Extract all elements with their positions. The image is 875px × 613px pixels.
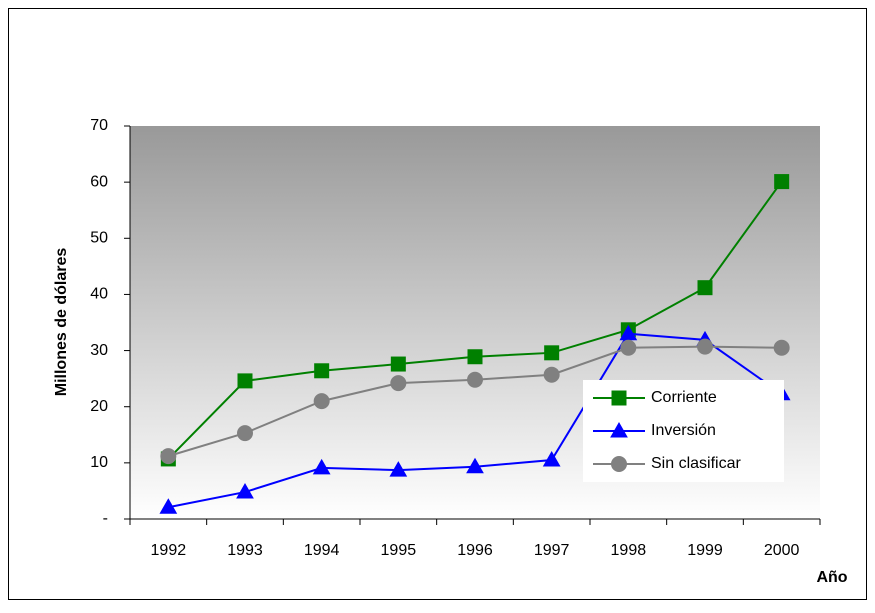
marker (237, 425, 253, 442)
x-axis-label: Año (816, 569, 847, 586)
x-tick-label: 1998 (611, 542, 647, 559)
y-tick-label: 70 (90, 117, 108, 134)
marker (159, 498, 178, 514)
marker (160, 448, 177, 465)
marker (467, 349, 483, 365)
marker (466, 457, 484, 474)
marker (544, 345, 560, 361)
marker (236, 483, 254, 499)
x-tick-label: 1995 (381, 542, 417, 559)
marker (314, 363, 330, 379)
marker (237, 373, 253, 389)
marker (467, 371, 483, 388)
y-tick-label: 20 (90, 398, 108, 415)
marker (773, 339, 790, 356)
marker (697, 338, 713, 355)
legend-marker (610, 421, 628, 438)
y-tick-label: 30 (90, 342, 108, 359)
x-tick-label: 1994 (304, 542, 340, 559)
x-tick-label: 1996 (457, 542, 493, 559)
marker (619, 324, 638, 341)
x-tick-label: 2000 (764, 542, 800, 559)
marker (390, 375, 407, 392)
marker (697, 280, 713, 296)
marker (543, 366, 560, 383)
marker (774, 174, 790, 190)
y-tick-label: 50 (90, 230, 108, 247)
marker (542, 451, 561, 467)
x-tick-label: 1992 (151, 542, 187, 559)
marker (312, 458, 331, 475)
marker (620, 339, 637, 356)
marker (390, 356, 406, 372)
y-tick-label: 10 (90, 454, 108, 471)
legend-label: Sin clasificar (651, 455, 741, 472)
y-tick-label: 60 (90, 173, 108, 190)
y-tick-label: 40 (90, 286, 108, 303)
legend-marker (611, 390, 627, 406)
x-tick-label: 1999 (687, 542, 723, 559)
y-axis-label: Millones de dólares (53, 248, 70, 397)
x-tick-label: 1997 (534, 542, 570, 559)
legend-marker (611, 456, 627, 472)
y-tick-label: - (103, 510, 108, 527)
legend-label: Inversión (651, 422, 716, 439)
marker (389, 461, 408, 477)
x-tick-label: 1993 (227, 542, 263, 559)
marker (313, 393, 330, 410)
legend-label: Corriente (651, 389, 717, 406)
